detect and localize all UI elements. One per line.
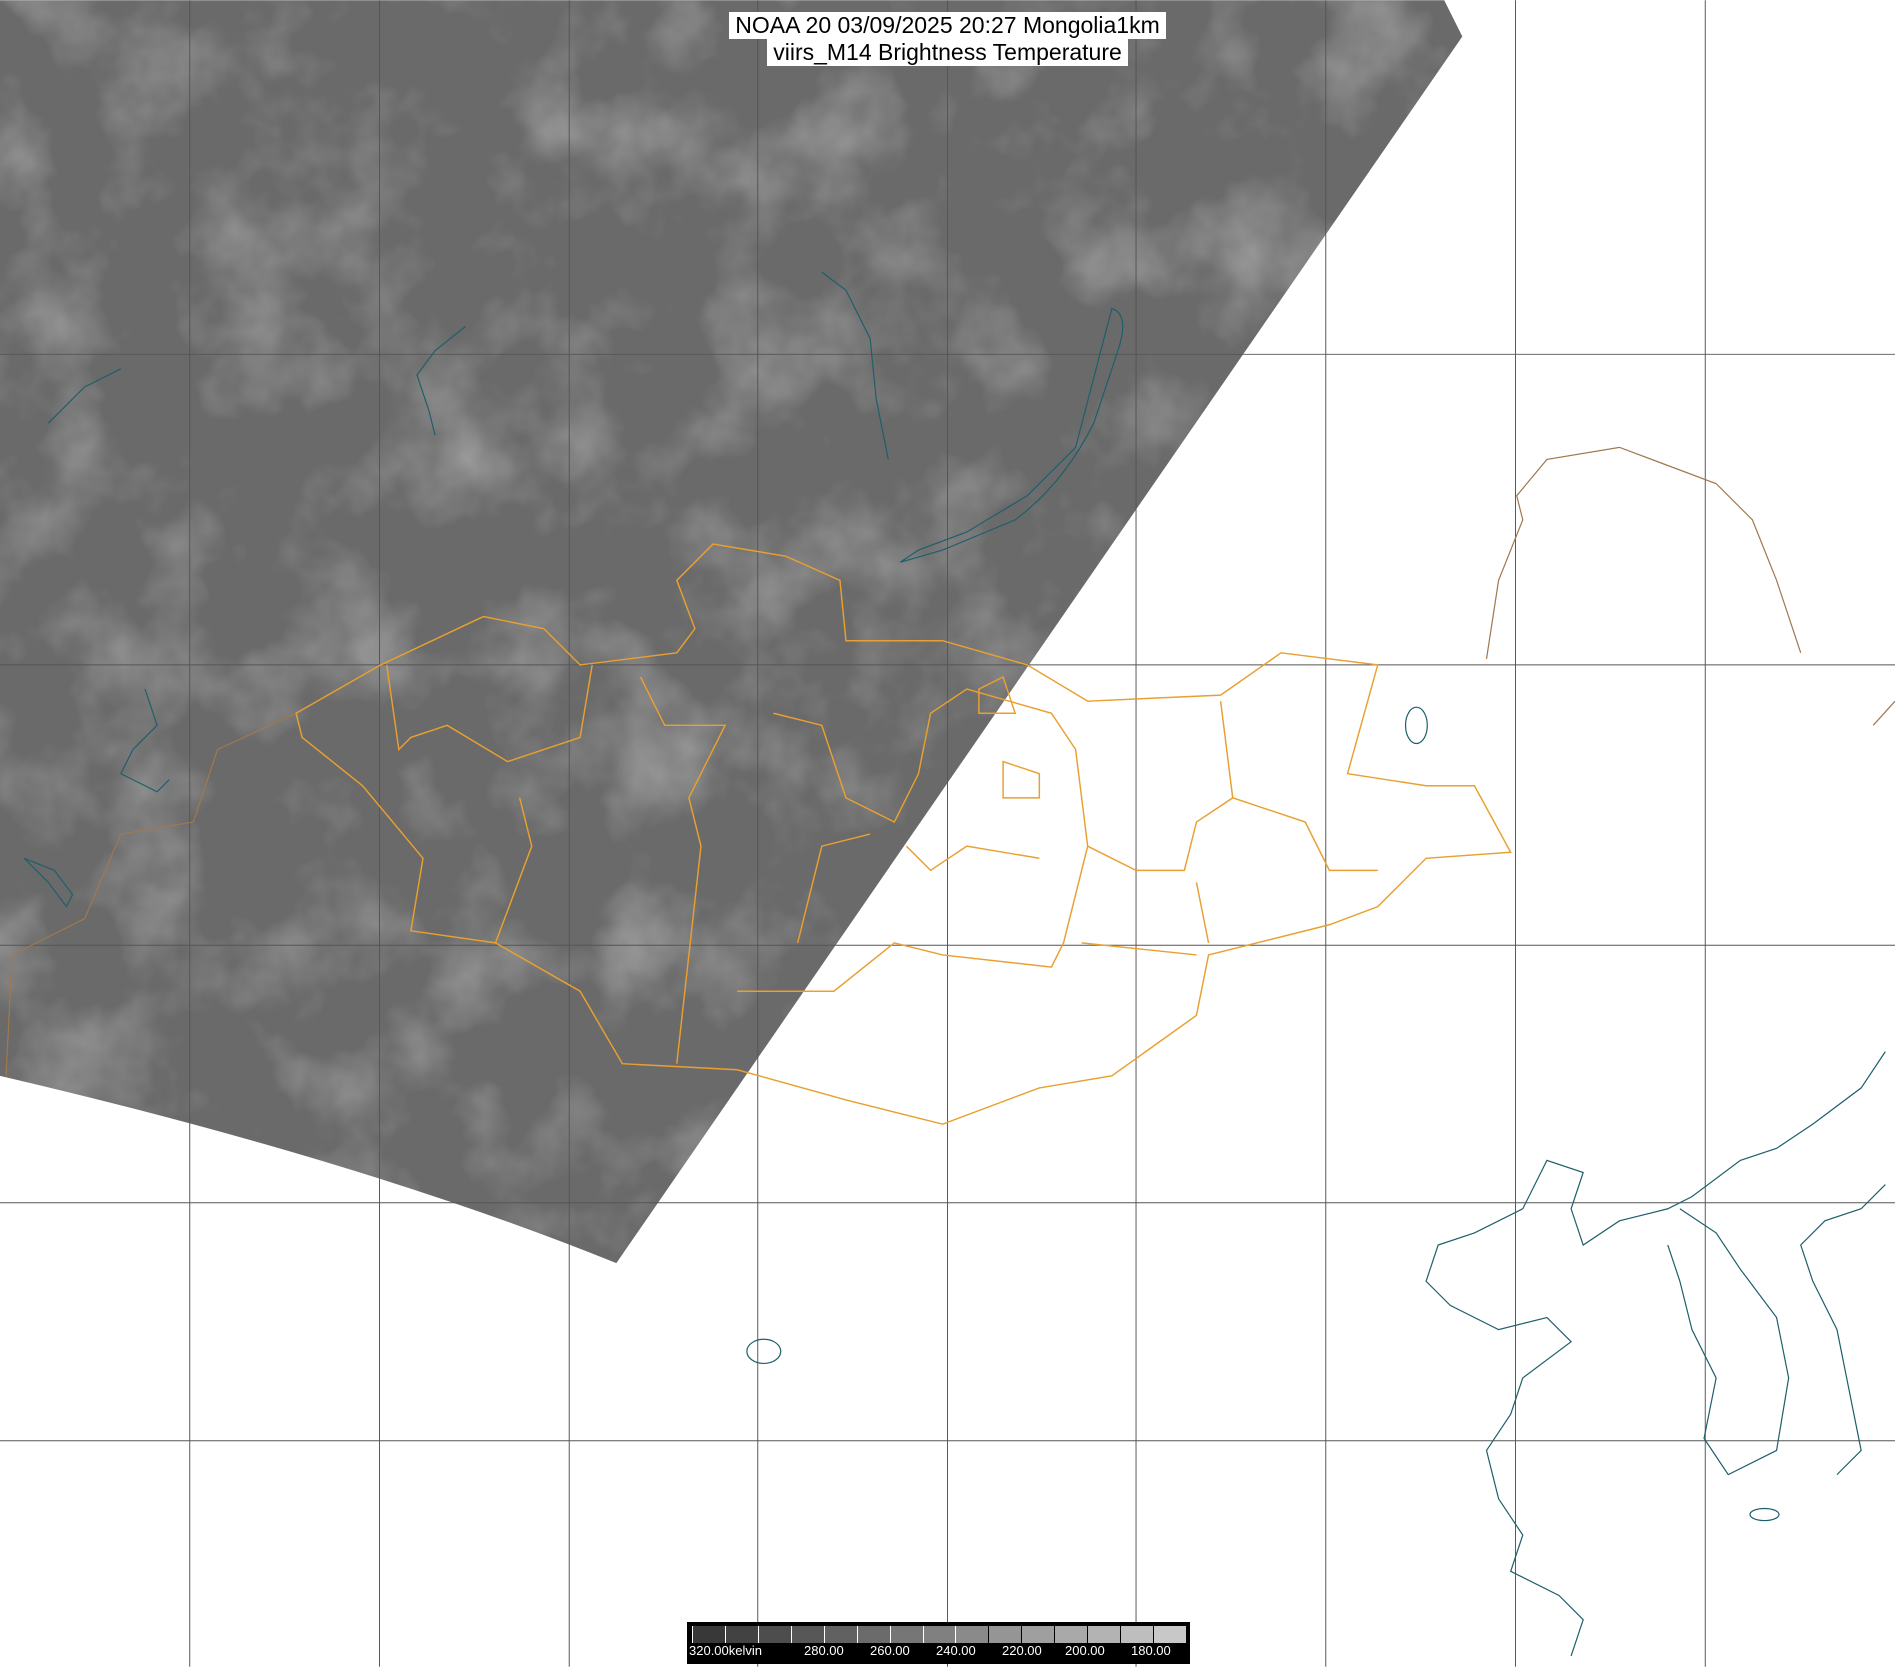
other-borders (5, 446, 1895, 1076)
colorbar-segment (955, 1626, 989, 1643)
colorbar-label: 240.00 (936, 1643, 976, 1658)
colorbar-segment (692, 1626, 725, 1643)
colorbar-segment (889, 1626, 923, 1643)
colorbar-label: 260.00 (870, 1643, 910, 1658)
mongolia-border (295, 543, 1512, 1125)
colorbar-segment (757, 1626, 791, 1643)
colorbar-segment (724, 1626, 758, 1643)
colorbar-segment (1021, 1626, 1055, 1643)
colorbar-segment (1054, 1626, 1088, 1643)
colorbar-segment (1120, 1626, 1154, 1643)
colorbar-segment (922, 1626, 956, 1643)
colorbar-segment (856, 1626, 890, 1643)
colorbar-label: 200.00 (1065, 1643, 1105, 1658)
title-line-2: viirs_M14 Brightness Temperature (767, 39, 1128, 66)
image-title: NOAA 20 03/09/2025 20:27 Mongolia1km vii… (0, 12, 1895, 66)
colorbar-ramp (692, 1626, 1186, 1643)
title-line-1: NOAA 20 03/09/2025 20:27 Mongolia1km (729, 12, 1166, 39)
colorbar-label: 220.00 (1002, 1643, 1042, 1658)
colorbar-segment (1087, 1626, 1121, 1643)
colorbar-label: 180.00 (1131, 1643, 1171, 1658)
colorbar-segment (1153, 1626, 1186, 1643)
colorbar-label: 280.00 (804, 1643, 844, 1658)
colorbar-segment (988, 1626, 1022, 1643)
colorbar-label: 320.00kelvin (689, 1643, 762, 1658)
colorbar-segment (790, 1626, 824, 1643)
colorbar-segment (823, 1626, 857, 1643)
colorbar-legend: 320.00kelvin 280.00 260.00 240.00 220.00… (687, 1622, 1190, 1664)
coastlines (23, 271, 1886, 1657)
